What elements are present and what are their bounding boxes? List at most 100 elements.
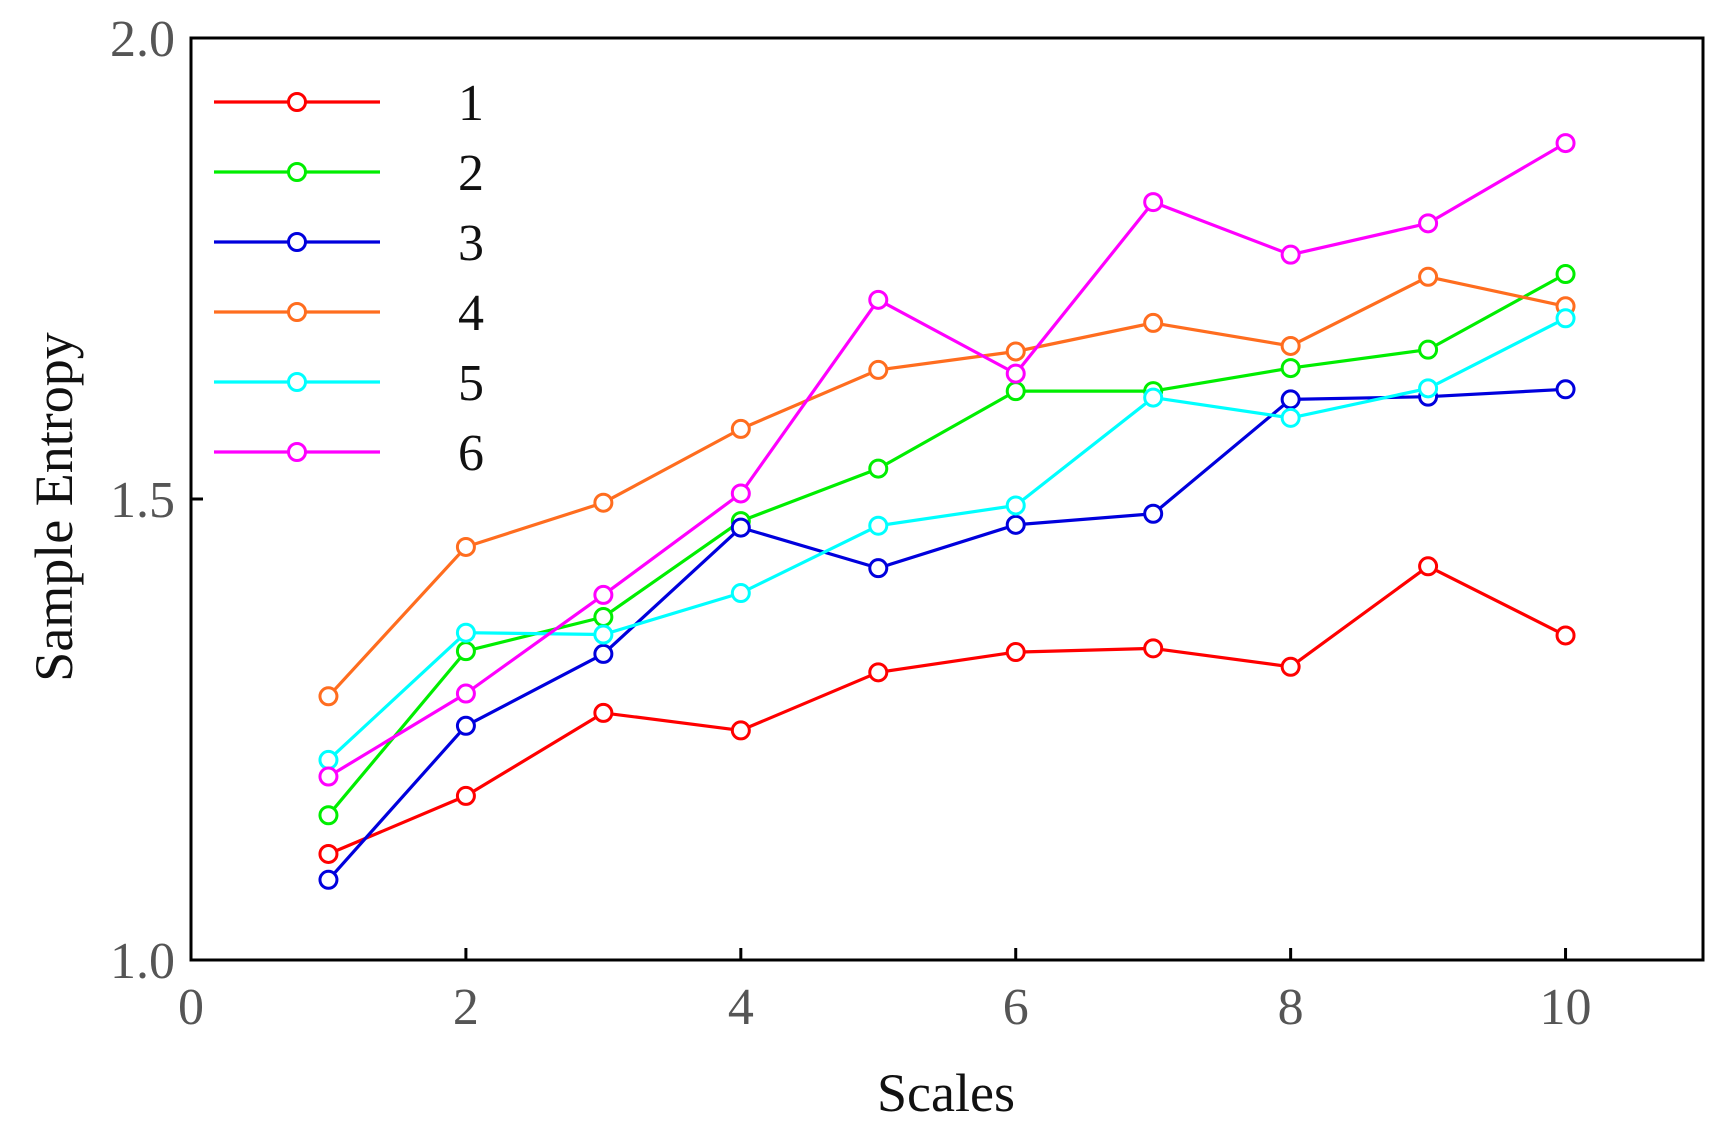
data-point <box>1005 642 1026 663</box>
legend-entry-3: 3 <box>214 215 484 272</box>
data-point <box>1005 495 1026 516</box>
data-point <box>1555 308 1576 329</box>
legend: 1 2 3 4 5 6 <box>214 75 484 482</box>
x-tick-label: 2 <box>453 979 479 1036</box>
data-point <box>1005 381 1026 402</box>
y-tick-label: 2.0 <box>110 11 175 68</box>
data-point <box>730 483 751 504</box>
data-point <box>730 720 751 741</box>
legend-entry-1: 1 <box>214 75 484 132</box>
data-point <box>1418 213 1439 234</box>
legend-entry-4: 4 <box>214 285 484 342</box>
data-point <box>1005 363 1026 384</box>
data-point <box>868 359 889 380</box>
data-point <box>1555 133 1576 154</box>
data-point <box>318 749 339 770</box>
series-line-1 <box>327 564 1567 856</box>
data-point <box>1555 264 1576 285</box>
data-point <box>1280 335 1301 356</box>
x-tick-label: 0 <box>178 979 204 1036</box>
legend-swatch-marker <box>287 302 307 322</box>
legend-swatch-marker <box>287 92 307 112</box>
data-point <box>1143 387 1164 408</box>
y-tick-label: 1.5 <box>110 472 175 529</box>
legend-swatch-marker <box>287 372 307 392</box>
x-tick-label: 6 <box>1003 979 1029 1036</box>
legend-swatch-marker <box>287 232 307 252</box>
data-point <box>318 686 339 707</box>
legend-entry-2: 2 <box>214 145 484 202</box>
data-point <box>318 869 339 890</box>
data-point <box>1418 339 1439 360</box>
series-1 <box>318 556 1576 864</box>
data-point <box>1143 638 1164 659</box>
data-point <box>1005 341 1026 362</box>
data-point <box>318 766 339 787</box>
data-point <box>455 683 476 704</box>
series-line-2 <box>327 272 1567 817</box>
data-point <box>1280 407 1301 428</box>
data-point <box>868 515 889 536</box>
data-point <box>868 558 889 579</box>
data-point <box>1143 503 1164 524</box>
legend-swatch-marker <box>287 442 307 462</box>
legend-entry-6: 6 <box>214 425 484 482</box>
data-point <box>1280 244 1301 265</box>
legend-label: 1 <box>458 75 484 132</box>
plot-frame <box>189 36 1705 962</box>
data-point <box>455 715 476 736</box>
legend-entry-5: 5 <box>214 355 484 412</box>
data-point <box>730 583 751 604</box>
legend-swatch-marker <box>287 162 307 182</box>
data-point <box>593 624 614 645</box>
data-point <box>1418 556 1439 577</box>
data-point <box>455 536 476 557</box>
legend-label: 4 <box>458 285 484 342</box>
series-5 <box>318 308 1576 770</box>
series-line-6 <box>327 141 1567 778</box>
legend-label: 5 <box>458 355 484 412</box>
data-point <box>1005 514 1026 535</box>
data-point <box>318 843 339 864</box>
data-point <box>868 289 889 310</box>
legend-label: 3 <box>458 215 484 272</box>
data-series <box>318 133 1576 890</box>
data-point <box>1555 379 1576 400</box>
data-point <box>730 517 751 538</box>
data-point <box>868 458 889 479</box>
y-axis-title: Sample Entropy <box>24 332 84 681</box>
series-4 <box>318 266 1576 707</box>
data-point <box>1143 312 1164 333</box>
x-tick-label: 4 <box>728 979 754 1036</box>
y-tick-label: 1.0 <box>110 933 175 990</box>
series-line-3 <box>327 387 1566 881</box>
data-point <box>868 662 889 683</box>
data-point <box>1418 266 1439 287</box>
x-axis-title: Scales <box>877 1063 1015 1123</box>
series-line-5 <box>327 316 1567 762</box>
data-point <box>455 622 476 643</box>
data-point <box>1280 358 1301 379</box>
data-point <box>1280 389 1301 410</box>
data-point <box>455 641 476 662</box>
axes: 0 2 4 6 8 10 1.0 1.5 2.0 <box>110 11 1705 1036</box>
data-point <box>1280 656 1301 677</box>
data-point <box>593 643 614 664</box>
x-tick-label: 8 <box>1278 979 1304 1036</box>
series-2 <box>318 264 1576 826</box>
legend-label: 2 <box>458 145 484 202</box>
data-point <box>1143 192 1164 213</box>
data-point <box>593 702 614 723</box>
data-point <box>593 492 614 513</box>
data-point <box>455 785 476 806</box>
data-point <box>318 805 339 826</box>
data-point <box>1418 378 1439 399</box>
legend-label: 6 <box>458 425 484 482</box>
data-point <box>593 584 614 605</box>
x-tick-label: 10 <box>1540 979 1592 1036</box>
data-point <box>730 418 751 439</box>
data-point <box>593 607 614 628</box>
series-6 <box>318 133 1576 787</box>
series-line-4 <box>327 275 1566 698</box>
